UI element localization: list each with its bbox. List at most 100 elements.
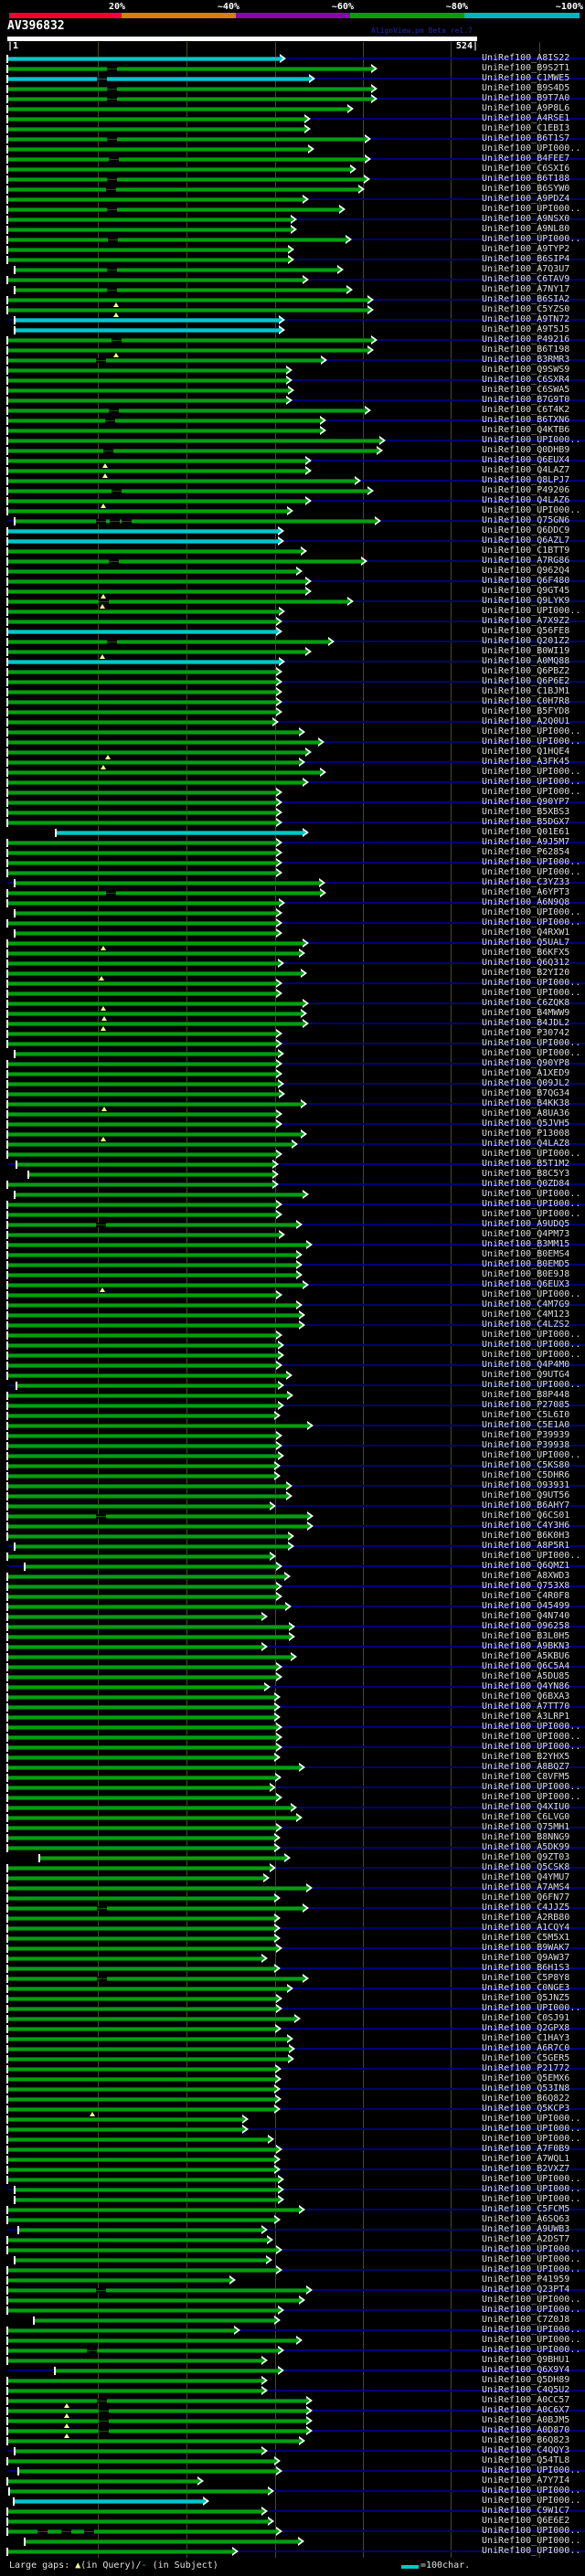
hit-label[interactable]: UniRef100_B4KK38: [482, 1098, 570, 1108]
hit-label[interactable]: UniRef100_UPI000..: [482, 917, 581, 928]
alignment-bar[interactable]: [7, 87, 371, 91]
hit-label[interactable]: UniRef100_C6SWA5: [482, 385, 570, 395]
hit-label[interactable]: UniRef100_UPI000..: [482, 1199, 581, 1209]
alignment-bar[interactable]: [7, 1946, 276, 1951]
hit-label[interactable]: UniRef100_A2RB80: [482, 1913, 570, 1923]
hit-label[interactable]: UniRef100_Q6DDC9: [482, 525, 570, 535]
hit-label[interactable]: UniRef100_UPI000..: [482, 2465, 581, 2475]
alignment-bar[interactable]: [7, 2359, 261, 2363]
alignment-bar[interactable]: [7, 2077, 275, 2082]
alignment-bar[interactable]: [7, 2308, 278, 2313]
alignment-bar[interactable]: [7, 439, 379, 443]
hit-label[interactable]: UniRef100_C1HAY3: [482, 2033, 570, 2043]
alignment-bar[interactable]: [7, 308, 367, 313]
alignment-bar[interactable]: [7, 398, 286, 403]
alignment-bar[interactable]: [7, 358, 321, 363]
alignment-bar[interactable]: [7, 1816, 296, 1820]
alignment-bar[interactable]: [7, 1102, 301, 1107]
alignment-bar[interactable]: [7, 620, 276, 624]
hit-label[interactable]: UniRef100_Q4YN86: [482, 1681, 570, 1691]
hit-label[interactable]: UniRef100_UPI000..: [482, 2486, 581, 2496]
alignment-bar[interactable]: [7, 408, 365, 413]
alignment-bar[interactable]: [7, 378, 286, 383]
hit-label[interactable]: UniRef100_UPI000..: [482, 2546, 581, 2556]
hit-label[interactable]: UniRef100_A4RSE1: [482, 113, 570, 123]
alignment-bar[interactable]: [7, 348, 367, 353]
hit-label[interactable]: UniRef100_B6SIP4: [482, 254, 570, 264]
alignment-bar[interactable]: [7, 2087, 274, 2092]
hit-label[interactable]: UniRef100_A9P8L6: [482, 103, 570, 113]
hit-label[interactable]: UniRef100_Q4LAZ6: [482, 495, 570, 505]
alignment-bar[interactable]: [7, 1776, 275, 1780]
hit-label[interactable]: UniRef100_P39938: [482, 1440, 570, 1450]
alignment-bar[interactable]: [7, 710, 276, 715]
hit-label[interactable]: UniRef100_A7X9Z2: [482, 616, 570, 626]
alignment-bar[interactable]: [7, 569, 296, 574]
alignment-bar[interactable]: [7, 700, 276, 705]
alignment-bar[interactable]: [7, 941, 303, 946]
alignment-bar[interactable]: [7, 2027, 275, 2031]
hit-label[interactable]: UniRef100_Q01E61: [482, 827, 570, 837]
alignment-bar[interactable]: [7, 1253, 296, 1257]
hit-label[interactable]: UniRef100_B0E9J8: [482, 1269, 570, 1279]
alignment-bar[interactable]: [7, 1474, 274, 1479]
alignment-bar[interactable]: [7, 2127, 242, 2132]
hit-label[interactable]: UniRef100_C1BTT9: [482, 546, 570, 556]
alignment-bar[interactable]: [7, 1132, 301, 1137]
hit-label[interactable]: UniRef100_Q6CS01: [482, 1511, 570, 1521]
hit-label[interactable]: UniRef100_UPI000..: [482, 988, 581, 998]
alignment-bar[interactable]: [7, 1243, 306, 1247]
hit-label[interactable]: UniRef100_A7RG86: [482, 556, 570, 566]
hit-label[interactable]: UniRef100_UPI000..: [482, 1340, 581, 1350]
hit-label[interactable]: UniRef100_UPI000..: [482, 1330, 581, 1340]
hit-label[interactable]: UniRef100_Q23PT4: [482, 2284, 570, 2295]
alignment-bar[interactable]: [7, 1534, 288, 1539]
alignment-bar[interactable]: [7, 1082, 278, 1087]
alignment-bar[interactable]: [7, 750, 305, 755]
hit-label[interactable]: UniRef100_UPI000..: [482, 2335, 581, 2345]
alignment-bar[interactable]: [7, 1725, 276, 1730]
hit-label[interactable]: UniRef100_A7AMS4: [482, 1882, 570, 1892]
alignment-bar[interactable]: [7, 841, 276, 845]
alignment-bar[interactable]: [56, 831, 303, 835]
alignment-bar[interactable]: [7, 2238, 267, 2242]
hit-label[interactable]: UniRef100_P13008: [482, 1129, 570, 1139]
hit-label[interactable]: UniRef100_UPI000..: [482, 1189, 581, 1199]
alignment-bar[interactable]: [7, 610, 279, 614]
alignment-bar[interactable]: [15, 1544, 288, 1549]
hit-label[interactable]: UniRef100_C8VFM5: [482, 1772, 570, 1782]
hit-label[interactable]: UniRef100_C5L6I0: [482, 1410, 570, 1420]
alignment-bar[interactable]: [7, 278, 303, 282]
hit-label[interactable]: UniRef100_C4M123: [482, 1309, 570, 1320]
hit-label[interactable]: UniRef100_C5E1A0: [482, 1420, 570, 1430]
hit-label[interactable]: UniRef100_P21772: [482, 2063, 570, 2073]
hit-label[interactable]: UniRef100_UPI000..: [482, 1732, 581, 1742]
hit-label[interactable]: UniRef100_Q5CSK8: [482, 1862, 570, 1872]
alignment-bar[interactable]: [7, 2278, 229, 2283]
alignment-bar[interactable]: [7, 2107, 274, 2112]
alignment-bar[interactable]: [7, 599, 347, 604]
alignment-bar[interactable]: [7, 2459, 274, 2464]
alignment-bar[interactable]: [7, 1595, 276, 1599]
alignment-bar[interactable]: [7, 1002, 303, 1006]
alignment-bar[interactable]: [7, 2157, 274, 2162]
hit-label[interactable]: UniRef100_A8P5R1: [482, 1541, 570, 1551]
hit-label[interactable]: UniRef100_Q9UT56: [482, 1490, 570, 1500]
alignment-bar[interactable]: [7, 1574, 284, 1579]
alignment-bar[interactable]: [7, 1152, 276, 1157]
alignment-bar[interactable]: [7, 479, 355, 483]
alignment-bar[interactable]: [15, 1193, 303, 1197]
alignment-bar[interactable]: [15, 881, 319, 885]
alignment-bar[interactable]: [7, 167, 350, 172]
alignment-bar[interactable]: [7, 1665, 276, 1670]
hit-label[interactable]: UniRef100_UPI000..: [482, 857, 581, 867]
hit-label[interactable]: UniRef100_Q753X8: [482, 1581, 570, 1591]
alignment-bar[interactable]: [15, 288, 346, 292]
hit-label[interactable]: UniRef100_B3MM15: [482, 1239, 570, 1249]
hit-label[interactable]: UniRef100_A8XWD3: [482, 1571, 570, 1581]
alignment-bar[interactable]: [7, 1715, 274, 1720]
hit-label[interactable]: UniRef100_B5XBS3: [482, 807, 570, 817]
hit-label[interactable]: UniRef100_B8C5Y3: [482, 1169, 570, 1179]
hit-label[interactable]: UniRef100_UPI000..: [482, 606, 581, 616]
hit-label[interactable]: UniRef100_UPI000..: [482, 2496, 581, 2506]
